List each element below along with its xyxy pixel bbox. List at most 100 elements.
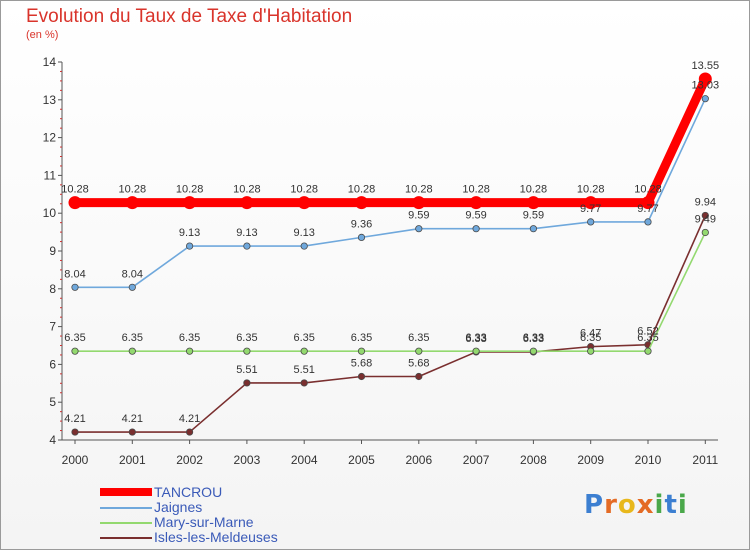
legend-item-isles-les-meldeuses: Isles-les-Meldeuses bbox=[100, 529, 360, 545]
data-label-jaignes: 13.03 bbox=[692, 80, 720, 92]
data-point-tancrou bbox=[641, 196, 655, 210]
legend-label: TANCROU bbox=[154, 484, 223, 500]
data-point-isles-les-meldeuses bbox=[701, 211, 709, 220]
x-tick-label: 2007 bbox=[463, 453, 490, 467]
data-label-jaignes: 9.59 bbox=[465, 210, 486, 222]
data-point-mary-sur-marne bbox=[128, 347, 136, 355]
x-tick-label: 2009 bbox=[577, 453, 604, 467]
data-point-isles-les-meldeuses bbox=[300, 379, 308, 387]
data-point-jaignes bbox=[472, 225, 480, 233]
data-point-jaignes bbox=[357, 233, 366, 241]
data-label-tancrou: 10.28 bbox=[520, 184, 548, 196]
logo-letter: t bbox=[664, 490, 678, 520]
legend-item-mary-sur-marne: Mary-sur-Marne bbox=[100, 514, 360, 530]
data-point-jaignes bbox=[71, 283, 79, 291]
logo-letter: i bbox=[654, 490, 665, 520]
x-tick-label: 2000 bbox=[62, 453, 89, 467]
data-label-jaignes: 9.77 bbox=[637, 203, 658, 215]
x-tick-label: 2006 bbox=[405, 453, 432, 467]
data-point-tancrou bbox=[526, 196, 540, 210]
data-label-tancrou: 10.28 bbox=[634, 184, 662, 196]
logo-letter: P bbox=[584, 490, 605, 520]
data-point-jaignes bbox=[415, 225, 423, 233]
data-point-mary-sur-marne bbox=[415, 347, 423, 355]
data-point-mary-sur-marne bbox=[701, 228, 709, 237]
data-label-mary-sur-marne: 6.35 bbox=[122, 332, 143, 344]
data-label-mary-sur-marne: 6.35 bbox=[408, 332, 429, 344]
data-point-isles-les-meldeuses bbox=[243, 379, 251, 387]
data-label-tancrou: 13.55 bbox=[692, 60, 720, 72]
data-label-isles-les-meldeuses: 4.21 bbox=[64, 413, 85, 425]
data-point-jaignes bbox=[300, 242, 308, 250]
x-tick-label: 2010 bbox=[635, 453, 662, 467]
y-tick-label: 5 bbox=[49, 395, 56, 409]
x-tick-label: 2005 bbox=[348, 453, 375, 467]
series-line-jaignes bbox=[74, 97, 707, 289]
data-label-tancrou: 10.28 bbox=[405, 184, 433, 196]
logo-letter: i bbox=[677, 490, 688, 520]
legend-swatch bbox=[100, 522, 152, 524]
data-label-jaignes: 8.04 bbox=[64, 268, 85, 280]
data-label-tancrou: 10.28 bbox=[176, 184, 204, 196]
data-point-mary-sur-marne bbox=[644, 347, 652, 355]
y-tick-label: 6 bbox=[49, 357, 56, 371]
data-label-tancrou: 10.28 bbox=[119, 184, 147, 196]
data-point-jaignes bbox=[243, 242, 251, 250]
series-line-isles-les-meldeuses bbox=[74, 214, 707, 433]
y-tick-label: 14 bbox=[43, 55, 57, 69]
data-label-isles-les-meldeuses: 6.47 bbox=[580, 328, 601, 340]
chart-title: Evolution du Taux de Taxe d'Habitation bbox=[26, 6, 353, 27]
data-point-isles-les-meldeuses bbox=[357, 372, 366, 381]
legend-item-tancrou: TANCROU bbox=[100, 484, 360, 500]
series-line-mary-sur-marne bbox=[74, 231, 707, 352]
data-point-jaignes bbox=[701, 95, 709, 103]
data-labels: 10.28 10.28 10.28 10.28 10.28 10.28 10.28 10.28… bbox=[61, 60, 719, 425]
chart-unit: (en %) bbox=[26, 29, 59, 41]
data-point-jaignes bbox=[529, 225, 538, 233]
data-point-tancrou bbox=[240, 196, 254, 210]
data-label-isles-les-meldeuses: 5.51 bbox=[236, 364, 257, 376]
y-tick-label: 12 bbox=[43, 131, 57, 145]
data-point-tancrou bbox=[584, 196, 598, 210]
data-label-isles-les-meldeuses: 6.33 bbox=[523, 333, 544, 345]
legend-swatch bbox=[100, 537, 152, 539]
data-label-jaignes: 9.77 bbox=[580, 203, 601, 215]
legend-swatch bbox=[100, 507, 152, 509]
legend-label: Isles-les-Meldeuses bbox=[154, 529, 278, 545]
data-label-tancrou: 10.28 bbox=[462, 184, 490, 196]
y-tick-label: 9 bbox=[49, 244, 56, 258]
data-label-mary-sur-marne: 6.33 bbox=[465, 332, 486, 344]
legend-label: Mary-sur-Marne bbox=[154, 514, 254, 530]
data-point-isles-les-meldeuses bbox=[71, 428, 79, 436]
x-tick-label: 2002 bbox=[176, 453, 203, 467]
data-label-mary-sur-marne: 9.49 bbox=[695, 213, 716, 225]
data-point-jaignes bbox=[128, 283, 136, 291]
y-tick-label: 13 bbox=[43, 93, 57, 107]
data-label-tancrou: 10.28 bbox=[348, 184, 376, 196]
data-point-tancrou bbox=[125, 196, 139, 210]
data-label-isles-les-meldeuses: 9.94 bbox=[695, 196, 716, 208]
logo-letter: o bbox=[617, 490, 637, 520]
data-label-isles-les-meldeuses: 6.52 bbox=[637, 326, 658, 338]
data-label-jaignes: 8.04 bbox=[122, 268, 143, 280]
data-label-isles-les-meldeuses: 5.51 bbox=[293, 364, 314, 376]
data-label-tancrou: 10.28 bbox=[61, 184, 89, 196]
data-point-tancrou bbox=[355, 196, 368, 210]
proxiti-logo: Proxiti bbox=[584, 490, 688, 520]
data-label-mary-sur-marne: 6.33 bbox=[523, 332, 544, 344]
logo-letter: r bbox=[604, 490, 618, 520]
x-tick-label: 2001 bbox=[119, 453, 146, 467]
data-point-tancrou bbox=[469, 196, 483, 210]
x-tick-label: 2003 bbox=[234, 453, 261, 467]
data-label-isles-les-meldeuses: 5.68 bbox=[408, 357, 429, 369]
data-point-tancrou bbox=[297, 196, 311, 210]
y-tick-label: 10 bbox=[43, 206, 57, 220]
axes: 4 5 6 7 8 9 10 11 12 13 14 2000 2001 2002 2003 2004 2005… bbox=[43, 55, 719, 467]
y-tick-label: 11 bbox=[44, 168, 57, 182]
series-line-tancrou bbox=[70, 74, 710, 208]
data-label-mary-sur-marne: 6.35 bbox=[236, 332, 257, 344]
data-label-tancrou: 10.28 bbox=[233, 184, 261, 196]
x-tick-label: 2011 bbox=[692, 453, 718, 467]
legend-item-jaignes: Jaignes bbox=[100, 499, 360, 515]
